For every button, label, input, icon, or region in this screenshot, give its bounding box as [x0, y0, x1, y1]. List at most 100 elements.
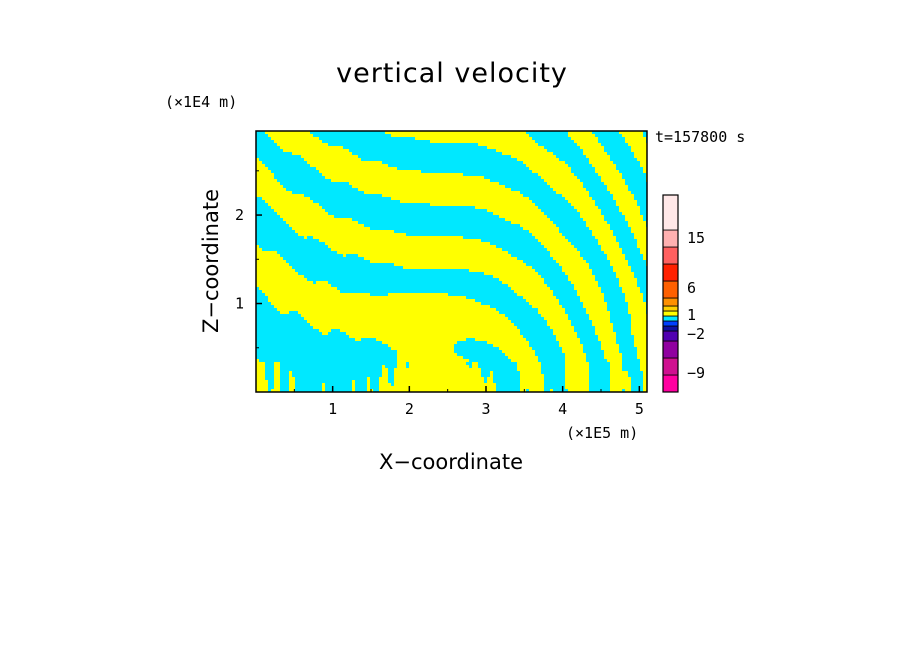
field-cell	[328, 164, 331, 167]
field-cell	[484, 197, 487, 200]
field-cell	[466, 200, 469, 203]
field-cell	[475, 254, 478, 257]
field-cell	[379, 254, 382, 257]
field-cell	[397, 236, 400, 239]
field-cell	[643, 230, 646, 233]
field-cell	[385, 260, 388, 263]
field-cell	[298, 203, 301, 206]
field-cell	[520, 149, 523, 152]
field-cell	[298, 227, 301, 230]
field-cell	[310, 146, 313, 149]
field-cell	[643, 251, 646, 254]
field-cell	[349, 245, 352, 248]
field-cell	[547, 167, 550, 170]
field-cell	[637, 344, 640, 347]
field-cell	[493, 257, 496, 260]
field-cell	[289, 134, 292, 137]
field-cell	[430, 326, 433, 329]
field-cell	[310, 284, 313, 287]
field-cell	[268, 251, 271, 254]
field-cell	[580, 182, 583, 185]
field-cell	[277, 197, 280, 200]
field-cell	[607, 314, 610, 317]
field-cell	[457, 263, 460, 266]
field-cell	[400, 305, 403, 308]
field-cell	[571, 200, 574, 203]
field-cell	[328, 167, 331, 170]
field-cell	[319, 326, 322, 329]
field-cell	[613, 254, 616, 257]
field-cell	[259, 248, 262, 251]
field-cell	[367, 245, 370, 248]
field-cell	[319, 221, 322, 224]
field-cell	[607, 182, 610, 185]
field-cell	[508, 134, 511, 137]
field-cell	[595, 293, 598, 296]
field-cell	[553, 173, 556, 176]
field-cell	[382, 314, 385, 317]
field-cell	[292, 152, 295, 155]
field-cell	[277, 185, 280, 188]
field-cell	[307, 227, 310, 230]
field-cell	[454, 182, 457, 185]
field-cell	[634, 308, 637, 311]
field-cell	[643, 170, 646, 173]
field-cell	[388, 317, 391, 320]
field-cell	[388, 248, 391, 251]
field-cell	[463, 197, 466, 200]
field-cell	[349, 239, 352, 242]
field-cell	[298, 143, 301, 146]
field-cell	[403, 338, 406, 341]
field-cell	[445, 335, 448, 338]
field-cell	[613, 347, 616, 350]
field-cell	[307, 140, 310, 143]
field-cell	[292, 281, 295, 284]
field-cell	[439, 305, 442, 308]
field-cell	[556, 248, 559, 251]
field-cell	[367, 182, 370, 185]
field-cell	[595, 212, 598, 215]
field-cell	[637, 314, 640, 317]
field-cell	[322, 326, 325, 329]
field-cell	[499, 278, 502, 281]
field-cell	[481, 131, 484, 134]
field-cell	[544, 242, 547, 245]
field-cell	[607, 344, 610, 347]
field-cell	[595, 308, 598, 311]
field-cell	[277, 272, 280, 275]
field-cell	[283, 296, 286, 299]
field-cell	[517, 134, 520, 137]
field-cell	[526, 281, 529, 284]
field-cell	[637, 233, 640, 236]
field-cell	[340, 155, 343, 158]
field-cell	[376, 191, 379, 194]
field-cell	[355, 314, 358, 317]
field-cell	[292, 275, 295, 278]
field-cell	[379, 338, 382, 341]
field-cell	[640, 218, 643, 221]
field-cell	[583, 260, 586, 263]
field-cell	[313, 143, 316, 146]
field-cell	[364, 245, 367, 248]
field-cell	[505, 254, 508, 257]
field-cell	[505, 203, 508, 206]
field-cell	[376, 170, 379, 173]
field-cell	[466, 239, 469, 242]
field-cell	[439, 194, 442, 197]
field-cell	[361, 170, 364, 173]
field-cell	[301, 146, 304, 149]
field-cell	[301, 287, 304, 290]
field-cell	[358, 161, 361, 164]
field-cell	[466, 317, 469, 320]
field-cell	[358, 239, 361, 242]
field-cell	[634, 314, 637, 317]
field-cell	[571, 257, 574, 260]
field-cell	[331, 167, 334, 170]
field-cell	[496, 149, 499, 152]
field-cell	[547, 161, 550, 164]
field-cell	[628, 203, 631, 206]
field-cell	[562, 191, 565, 194]
field-cell	[589, 302, 592, 305]
field-cell	[400, 170, 403, 173]
field-cell	[511, 152, 514, 155]
